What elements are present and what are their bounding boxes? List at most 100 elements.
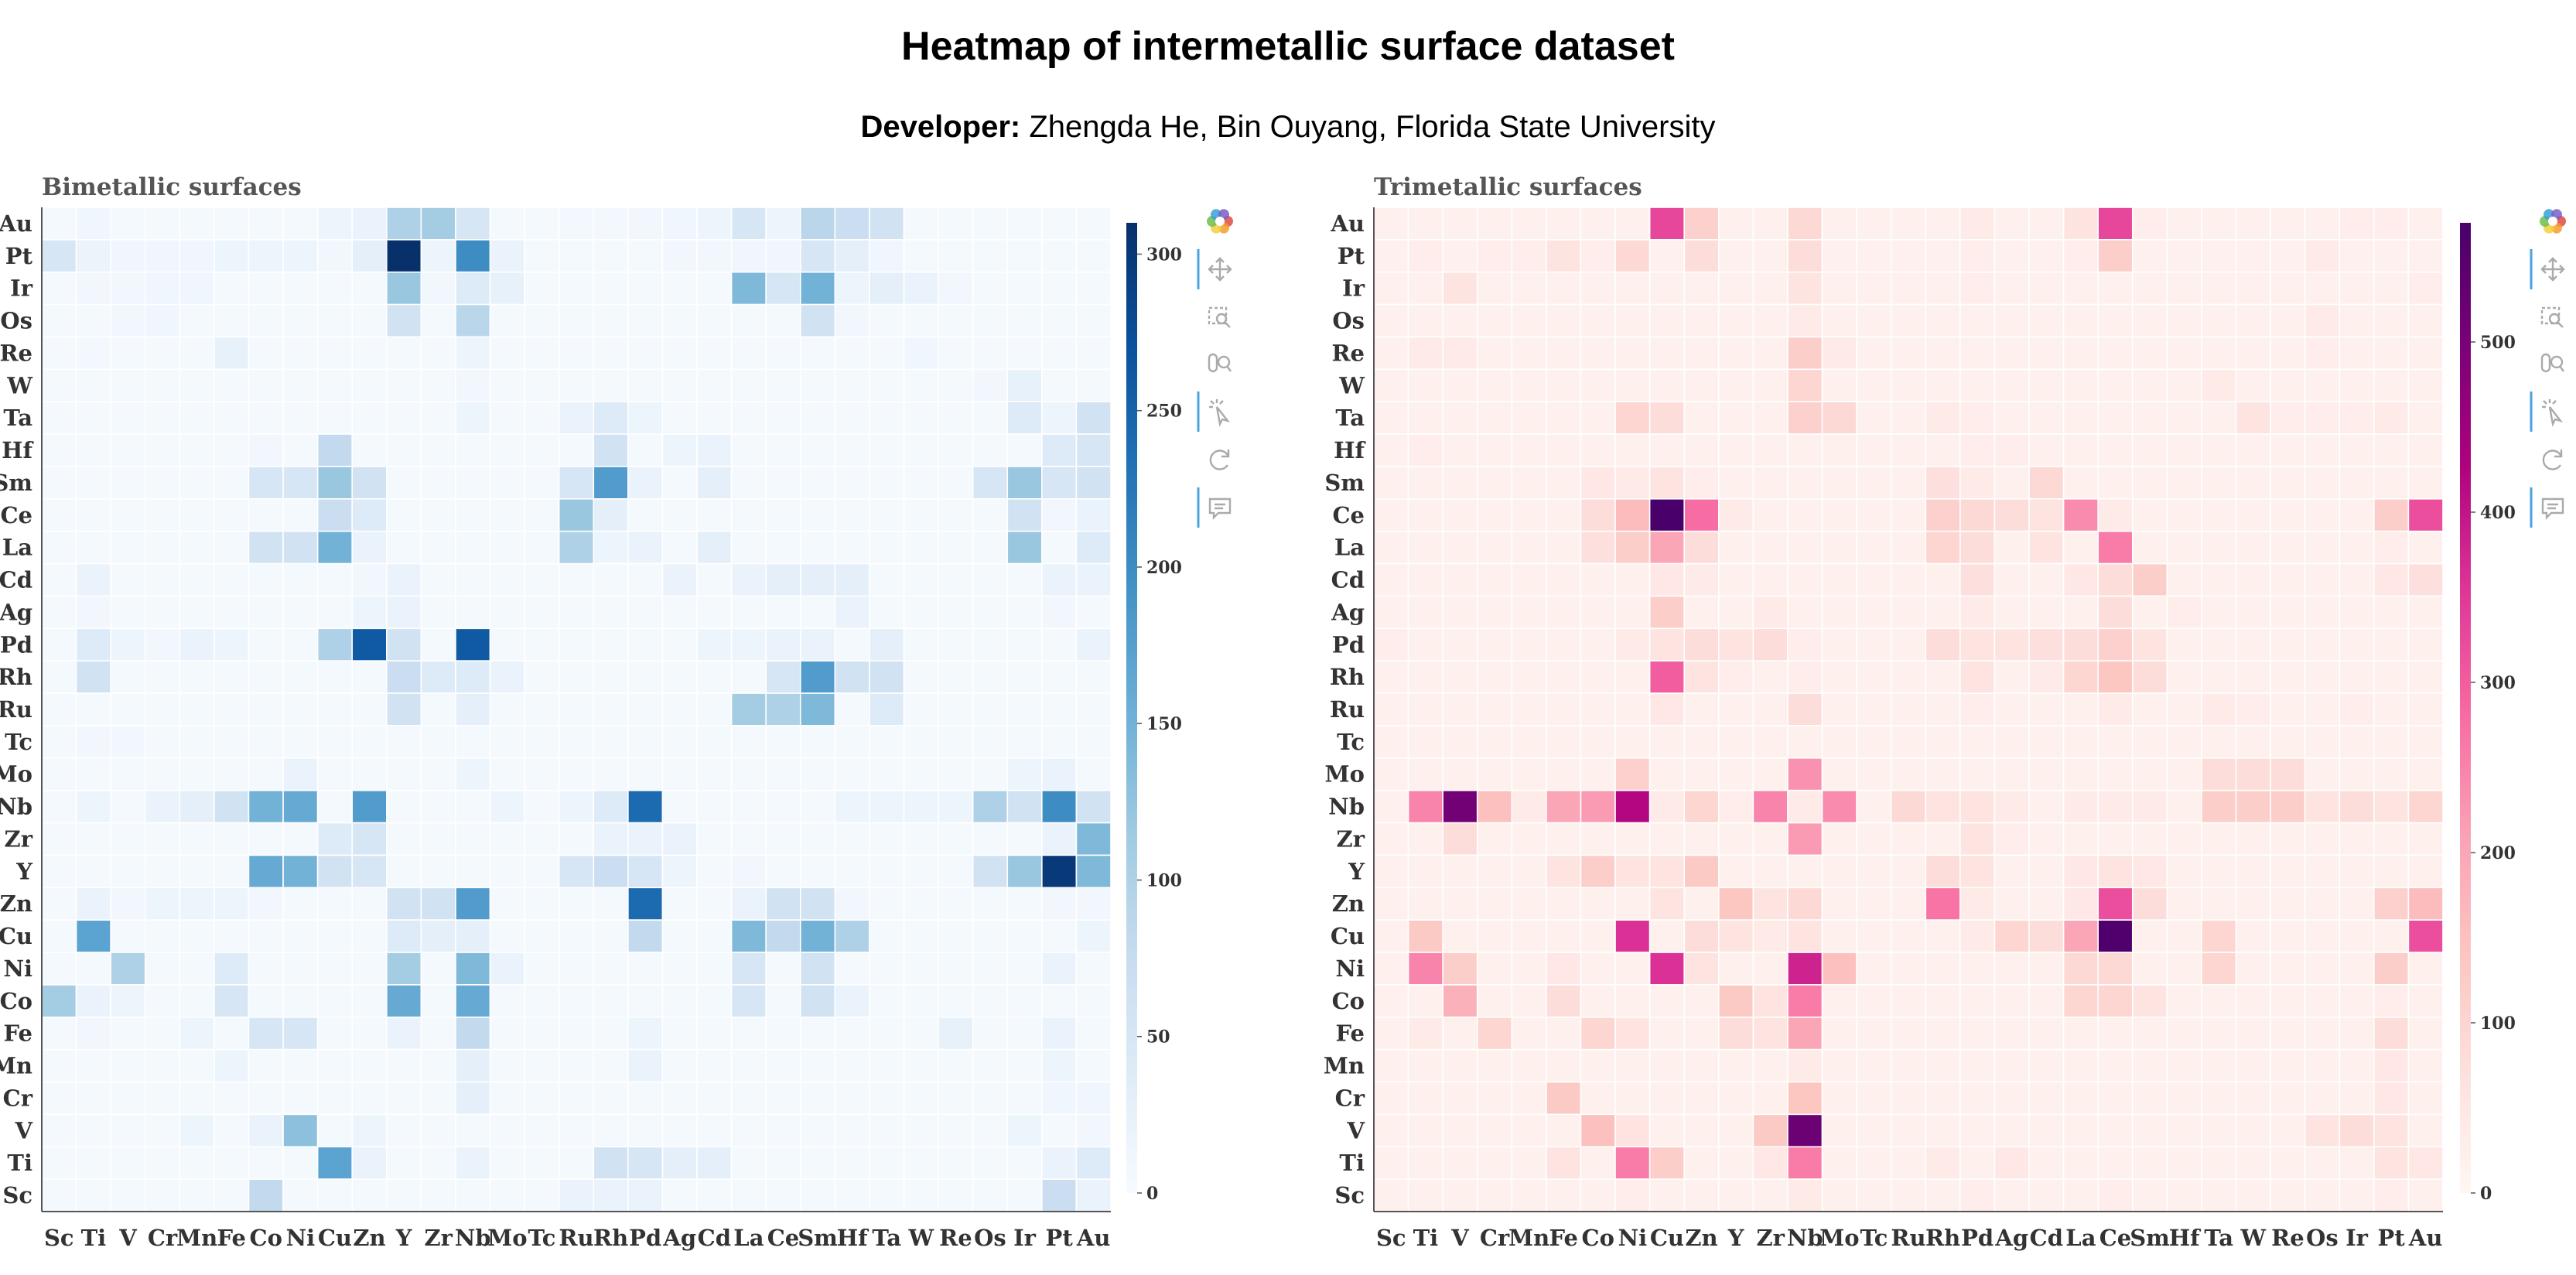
heatmap-cell[interactable] [1787,368,1823,403]
heatmap-cell[interactable] [2062,757,2099,791]
heatmap-cell[interactable] [1006,239,1043,273]
heatmap-cell[interactable] [1648,530,1686,565]
heatmap-cell[interactable] [1373,1113,1409,1148]
heatmap-cell[interactable] [972,1146,1009,1180]
heatmap-cell[interactable] [282,466,319,500]
heatmap-cell[interactable] [730,401,767,435]
heatmap-cell[interactable] [41,466,77,500]
heatmap-cell[interactable] [214,854,250,889]
heatmap-cell[interactable] [696,433,733,467]
heatmap-cell[interactable] [248,1048,284,1083]
heatmap-cell[interactable] [2373,336,2410,371]
heatmap-cell[interactable] [179,692,215,726]
heatmap-cell[interactable] [1580,887,1616,921]
heatmap-cell[interactable] [765,854,801,889]
heatmap-cell[interactable] [1614,984,1651,1018]
heatmap-cell[interactable] [1546,660,1582,694]
heatmap-cell[interactable] [765,562,801,597]
heatmap-cell[interactable] [2373,401,2410,435]
heatmap-cell[interactable] [558,1081,595,1116]
heatmap-cell[interactable] [179,401,215,435]
heatmap-cell[interactable] [558,757,595,791]
heatmap-cell[interactable] [972,303,1009,338]
heatmap-cell[interactable] [316,498,354,532]
heatmap-cell[interactable] [1648,692,1686,726]
heatmap-cell[interactable] [316,595,354,630]
heatmap-cell[interactable] [869,822,905,856]
heatmap-cell[interactable] [903,1178,939,1212]
heatmap-cell[interactable] [938,952,974,986]
heatmap-cell[interactable] [1041,401,1078,435]
heatmap-cell[interactable] [627,757,664,791]
heatmap-cell[interactable] [869,627,905,661]
heatmap-cell[interactable] [41,562,77,597]
heatmap-cell[interactable] [179,1016,215,1051]
heatmap-cell[interactable] [1373,530,1409,565]
heatmap-cell[interactable] [316,1016,354,1051]
heatmap-cell[interactable] [696,466,733,500]
heatmap-cell[interactable] [627,627,664,661]
heatmap-cell[interactable] [938,271,974,306]
heatmap-cell[interactable] [1648,207,1686,241]
heatmap-cell[interactable] [214,984,250,1018]
heatmap-cell[interactable] [2097,1113,2134,1148]
heatmap-cell[interactable] [903,627,939,661]
heatmap-cell[interactable] [2235,1081,2271,1116]
heatmap-cell[interactable] [2304,757,2341,791]
heatmap-cell[interactable] [2028,984,2065,1018]
heatmap-cell[interactable] [903,466,939,500]
heatmap-cell[interactable] [661,1178,698,1212]
heatmap-cell[interactable] [420,887,456,921]
heatmap-cell[interactable] [627,789,664,824]
heatmap-cell[interactable] [2407,207,2444,241]
heatmap-cell[interactable] [558,303,595,338]
heatmap-cell[interactable] [282,1016,319,1051]
heatmap-cell[interactable] [593,207,629,241]
heatmap-cell[interactable] [627,530,664,565]
heatmap-cell[interactable] [1752,1081,1789,1116]
heatmap-cell[interactable] [2028,725,2065,759]
heatmap-cell[interactable] [1752,854,1789,889]
heatmap-cell[interactable] [558,854,595,889]
heatmap-cell[interactable] [524,303,560,338]
heatmap-cell[interactable] [1718,239,1754,273]
heatmap-cell[interactable] [903,239,939,273]
heatmap-cell[interactable] [41,498,77,532]
heatmap-cell[interactable] [1476,1178,1513,1212]
heatmap-cell[interactable] [696,919,733,953]
heatmap-cell[interactable] [1925,239,1961,273]
heatmap-cell[interactable] [2166,239,2202,273]
heatmap-cell[interactable] [799,562,836,597]
heatmap-cell[interactable] [1075,530,1112,565]
heatmap-cell[interactable] [1856,1048,1892,1083]
heatmap-cell[interactable] [1407,887,1443,921]
heatmap-cell[interactable] [1821,336,1857,371]
heatmap-cell[interactable] [1614,1113,1651,1148]
heatmap-cell[interactable] [661,336,698,371]
heatmap-cell[interactable] [972,336,1009,371]
heatmap-cell[interactable] [110,660,146,694]
heatmap-cell[interactable] [834,239,870,273]
heatmap-cell[interactable] [1890,207,1927,241]
heatmap-cell[interactable] [627,660,664,694]
heatmap-cell[interactable] [1407,854,1443,889]
heatmap-cell[interactable] [41,984,77,1018]
heatmap-cell[interactable] [696,1081,733,1116]
heatmap-cell[interactable] [214,1016,250,1051]
heatmap-cell[interactable] [2270,303,2306,338]
heatmap-cell[interactable] [1546,1178,1582,1212]
heatmap-cell[interactable] [1442,368,1478,403]
heatmap-cell[interactable] [2131,1113,2168,1148]
heatmap-cell[interactable] [799,1048,836,1083]
heatmap-cell[interactable] [1041,627,1078,661]
heatmap-cell[interactable] [41,1081,77,1116]
heatmap-cell[interactable] [938,887,974,921]
heatmap-cell[interactable] [1890,1113,1927,1148]
heatmap-cell[interactable] [75,692,111,726]
heatmap-cell[interactable] [351,1048,388,1083]
heatmap-cell[interactable] [2028,368,2065,403]
heatmap-cell[interactable] [179,1048,215,1083]
heatmap-cell[interactable] [489,1081,525,1116]
heatmap-cell[interactable] [2304,887,2341,921]
heatmap-cell[interactable] [214,627,250,661]
